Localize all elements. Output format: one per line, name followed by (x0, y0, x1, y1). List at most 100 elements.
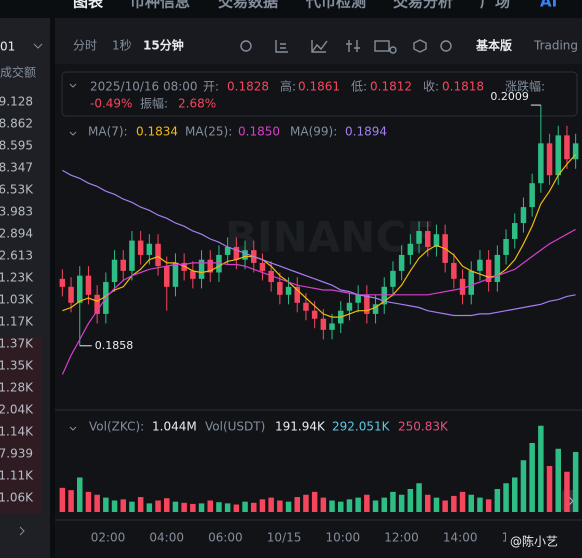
ma-value: 0.1850 (238, 125, 280, 139)
x-tick-label: 12:00 (384, 531, 419, 545)
info-value: -0.49% (90, 97, 132, 111)
info-box (61, 71, 578, 117)
trading-view[interactable]: Trading (533, 39, 578, 53)
volume-bar (381, 497, 387, 512)
info-time: 2025/10/16 08:00 (90, 80, 198, 94)
volume-bar (364, 494, 370, 512)
candle-body (372, 304, 379, 314)
volume-bar (137, 497, 144, 512)
left-value: 9.128 (0, 95, 33, 109)
candle-body (390, 270, 396, 287)
volume-bar (216, 502, 222, 512)
volume-bar (512, 477, 518, 512)
volume-bar (329, 500, 335, 512)
user-tag-bg (506, 530, 582, 554)
volume-bar (242, 501, 248, 512)
volume-bar (59, 487, 66, 512)
interval[interactable]: 分时 (73, 39, 97, 53)
info-label: 低: (351, 80, 367, 94)
volume-bar (425, 494, 431, 512)
candle-body (572, 143, 579, 160)
volume-bar (398, 494, 405, 512)
left-value: 1.37K (0, 337, 34, 351)
volume-bar (94, 494, 100, 512)
candle-body (538, 143, 544, 184)
collapse-arrows[interactable] (69, 83, 77, 431)
info-label: 收: (423, 80, 439, 94)
ma-line (62, 169, 576, 317)
candle-body (485, 259, 492, 283)
tool-icons[interactable] (240, 39, 452, 54)
ma-value: 0.1894 (345, 125, 387, 139)
candle-body (546, 143, 553, 176)
volume-bar (103, 497, 109, 512)
volume-bar (164, 498, 170, 512)
volume-bar (555, 448, 561, 512)
volume-bar (459, 491, 466, 512)
candle-body (311, 310, 318, 319)
vol-label: Vol(ZKC): (89, 420, 144, 434)
candle-body (181, 262, 187, 271)
candle-body (416, 231, 422, 244)
ma-line (61, 228, 576, 375)
left-value: 1.28K (0, 381, 34, 395)
left-value: 1.06K (0, 491, 34, 505)
candle-body (242, 250, 248, 260)
dropdown-caret[interactable] (33, 43, 43, 49)
candle-body (285, 286, 292, 295)
volume-bar (320, 497, 327, 512)
tab[interactable]: AI (540, 0, 557, 11)
candle-body (59, 278, 66, 287)
volume-bar (477, 497, 483, 512)
candle-body (137, 240, 144, 255)
volume-bar (207, 500, 213, 512)
volume-bar (129, 501, 135, 512)
left-header: 01 (0, 40, 15, 54)
candle-body (494, 254, 501, 283)
volume-bar (85, 491, 92, 512)
candle-body (268, 270, 274, 283)
interval[interactable]: 1秒 (112, 39, 132, 53)
volume-bar (120, 499, 126, 512)
candle-body (146, 243, 153, 255)
volume-bar (546, 466, 553, 512)
tab[interactable]: 交易分析 (393, 0, 453, 11)
volume-bar (485, 499, 492, 512)
volume-bar (311, 491, 318, 512)
candle-body (207, 259, 213, 273)
interval-active[interactable]: 15分钟 (143, 38, 184, 53)
volume-bar (433, 497, 440, 512)
tab[interactable]: 代币检测 (305, 0, 366, 11)
volume-bar (77, 477, 83, 512)
candle-body (398, 254, 405, 271)
tab[interactable]: 图表 (73, 0, 104, 11)
left-value: 1.11K (0, 469, 34, 483)
volume-bar (251, 502, 257, 512)
low-label: 0.1858 (95, 339, 134, 352)
volume-bar (390, 491, 396, 512)
tab[interactable]: 币种信息 (130, 0, 190, 11)
basic-view[interactable]: 基本版 (475, 38, 512, 53)
candle-body (503, 238, 509, 255)
x-tick-label: 04:00 (149, 531, 184, 545)
tab[interactable]: 交易数据 (218, 0, 278, 11)
volume-bar (277, 500, 283, 512)
candle-body (451, 262, 457, 279)
candle-body (164, 266, 170, 287)
candle-body (68, 286, 74, 303)
candle-body (216, 254, 222, 273)
left-arrow[interactable] (19, 526, 25, 536)
candle-body (477, 259, 483, 271)
left-value: 1.23K (0, 271, 34, 285)
volume-bar (259, 499, 266, 512)
left-value: 8.347 (0, 161, 33, 175)
info-value: 0.1812 (370, 80, 412, 94)
volume-bar (268, 497, 274, 512)
tab[interactable]: 广场 (480, 0, 510, 11)
x-tick-label: 02:00 (91, 531, 126, 545)
candle-body (407, 243, 414, 255)
volume-bar (285, 501, 292, 512)
candle-body (277, 282, 283, 295)
volume-bar (172, 501, 179, 512)
candle-body (224, 246, 231, 255)
